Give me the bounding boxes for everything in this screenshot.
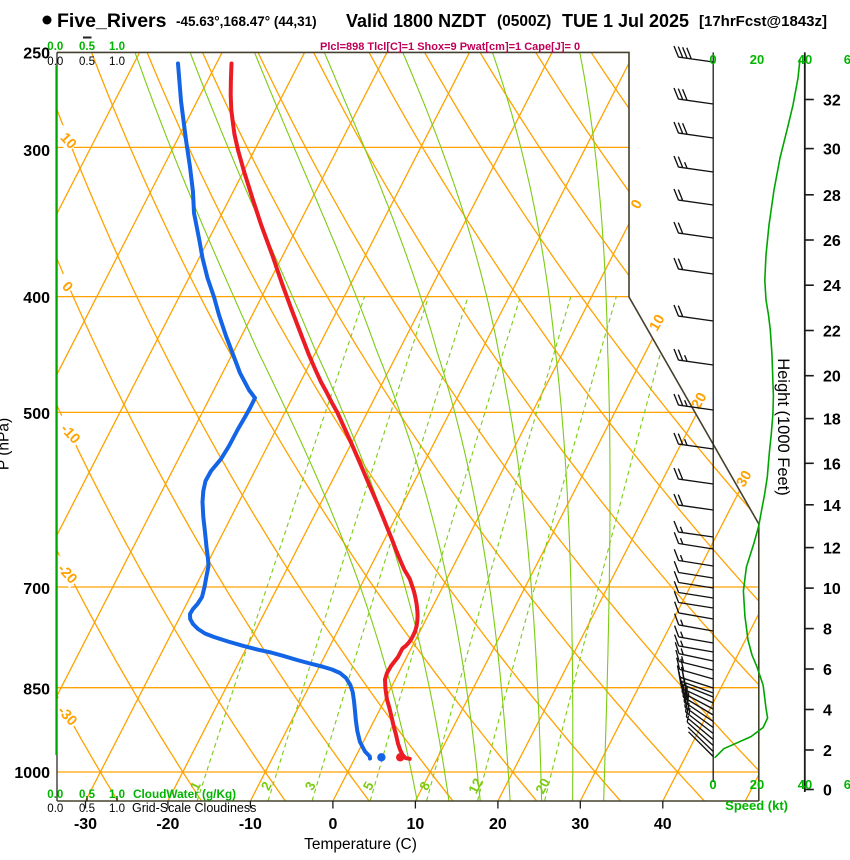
svg-text:20: 20	[750, 52, 764, 67]
svg-text:-10: -10	[239, 816, 262, 833]
svg-text:0: 0	[823, 783, 832, 800]
svg-text:1.0: 1.0	[109, 789, 125, 801]
svg-text:18: 18	[823, 412, 841, 429]
svg-text:0.0: 0.0	[47, 803, 63, 815]
svg-text:8: 8	[823, 622, 832, 639]
svg-text:Speed (kt): Speed (kt)	[725, 798, 788, 813]
svg-text:40: 40	[654, 816, 672, 833]
svg-text:60: 60	[844, 52, 850, 67]
svg-text:0.5: 0.5	[79, 803, 95, 815]
svg-text:Grid-Scale Cloudiness: Grid-Scale Cloudiness	[132, 801, 256, 815]
svg-text:0.0: 0.0	[47, 789, 63, 801]
svg-text:-20: -20	[156, 816, 179, 833]
svg-text:0.5: 0.5	[79, 56, 95, 68]
svg-text:30: 30	[571, 816, 589, 833]
svg-text:30: 30	[823, 142, 841, 159]
svg-text:20: 20	[489, 816, 507, 833]
svg-text:10: 10	[823, 581, 841, 598]
svg-text:28: 28	[823, 188, 841, 205]
svg-text:12: 12	[465, 776, 485, 796]
svg-text:60: 60	[844, 777, 850, 792]
svg-text:4: 4	[823, 703, 832, 720]
svg-text:Five_Rivers: Five_Rivers	[57, 10, 167, 32]
svg-text:0.5: 0.5	[79, 41, 96, 53]
svg-text:14: 14	[823, 498, 841, 515]
svg-text:30: 30	[734, 468, 756, 490]
svg-text:26: 26	[823, 233, 841, 250]
svg-text:CloudWater (g/Kg): CloudWater (g/Kg)	[133, 787, 236, 801]
svg-text:TUE 1 Jul 2025: TUE 1 Jul 2025	[562, 11, 689, 31]
svg-text:250: 250	[23, 45, 50, 62]
svg-text:0.0: 0.0	[47, 56, 63, 68]
svg-text:20: 20	[823, 369, 841, 386]
svg-text:32: 32	[823, 93, 841, 110]
svg-text:20: 20	[533, 776, 553, 796]
svg-text:10: 10	[647, 312, 669, 334]
svg-text:10: 10	[407, 816, 425, 833]
svg-text:0.0: 0.0	[47, 41, 63, 53]
svg-text:22: 22	[823, 324, 841, 341]
svg-text:700: 700	[23, 581, 50, 598]
svg-text:-30: -30	[74, 816, 97, 833]
svg-text:(0500Z): (0500Z)	[497, 13, 551, 30]
svg-text:850: 850	[23, 682, 50, 699]
svg-text:500: 500	[23, 406, 50, 423]
svg-text:0: 0	[709, 777, 716, 792]
svg-text:40: 40	[798, 777, 812, 792]
svg-text:6: 6	[823, 662, 832, 679]
svg-text:16: 16	[823, 456, 841, 473]
svg-text:40: 40	[798, 52, 812, 67]
svg-text:1000: 1000	[14, 765, 50, 782]
svg-text:2: 2	[823, 743, 832, 760]
svg-text:24: 24	[823, 278, 841, 295]
svg-text:20: 20	[689, 390, 711, 412]
svg-text:1.0: 1.0	[109, 56, 125, 68]
svg-text:-45.63°,168.47° (44,31): -45.63°,168.47° (44,31)	[176, 14, 317, 29]
svg-text:Valid 1800 NZDT: Valid 1800 NZDT	[346, 11, 486, 31]
svg-text:0: 0	[328, 816, 337, 833]
svg-text:1.0: 1.0	[109, 41, 125, 53]
svg-text:Height (1000 Feet): Height (1000 Feet)	[774, 358, 792, 496]
svg-text:[17hrFcst@1843z]: [17hrFcst@1843z]	[699, 13, 827, 30]
svg-text:Plcl=898 Tlcl[C]=1 Shox=9 Pwat: Plcl=898 Tlcl[C]=1 Shox=9 Pwat[cm]=1 Cap…	[320, 41, 580, 53]
svg-text:12: 12	[823, 541, 841, 558]
svg-text:20: 20	[750, 777, 764, 792]
svg-text:400: 400	[23, 290, 50, 307]
svg-text:P (hPa): P (hPa)	[0, 418, 13, 470]
svg-text:1.0: 1.0	[109, 803, 125, 815]
svg-text:0.5: 0.5	[79, 789, 96, 801]
svg-text:300: 300	[23, 143, 50, 160]
svg-text:0: 0	[709, 52, 716, 67]
svg-text:Temperature (C): Temperature (C)	[304, 836, 417, 853]
